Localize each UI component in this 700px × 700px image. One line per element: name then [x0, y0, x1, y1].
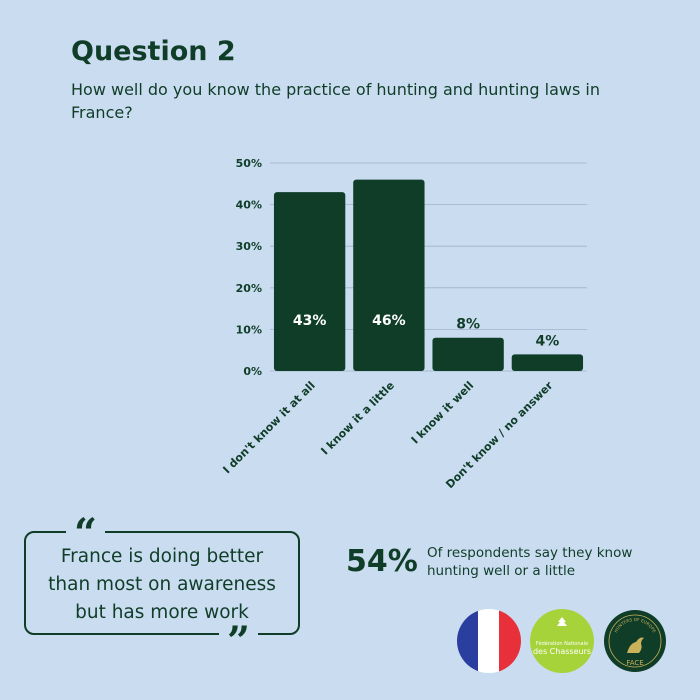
- bar-value-label: 4%: [535, 333, 559, 349]
- quote-text: France is doing better than most on awar…: [32, 543, 292, 627]
- quote-line: France is doing better: [60, 546, 264, 567]
- flag-stripe-blue: [457, 609, 479, 673]
- y-tick-label: 10%: [236, 323, 262, 336]
- x-category-label: I know it well: [409, 379, 477, 447]
- bar: [432, 337, 504, 371]
- y-tick-label: 40%: [236, 199, 262, 212]
- quote-box: “ France is doing better than most on aw…: [24, 514, 300, 662]
- quote-line: than most on awareness: [48, 574, 276, 595]
- quote-line: but has more work: [75, 602, 249, 623]
- fnc-logo: Fédération Nationale des Chasseurs: [530, 609, 594, 673]
- y-tick-label: 30%: [236, 240, 262, 253]
- bar: [273, 192, 346, 371]
- bar: [511, 354, 584, 371]
- y-tick-label: 50%: [236, 157, 262, 170]
- face-logo: HUNTERS OF EUROPE FACE: [604, 610, 666, 672]
- bar-value-label: 46%: [372, 313, 406, 329]
- france-flag-icon: [457, 609, 521, 673]
- face-logo-ring: [608, 614, 662, 668]
- bar-chart: 0% 10% 20% 30% 40% 50% 43% I don't know it at a…: [220, 157, 587, 491]
- y-tick-label: 0%: [243, 365, 262, 378]
- x-category-label: I know it a little: [318, 379, 397, 458]
- close-quote-icon: ”: [218, 622, 258, 662]
- face-logo-circle: [604, 610, 666, 672]
- fnc-label-line-1: Fédération Nationale: [536, 640, 588, 647]
- bar: [353, 179, 425, 371]
- x-category-label: I don't know it at all: [220, 379, 317, 476]
- fnc-tree-icon: [557, 617, 567, 626]
- flag-stripe-red: [499, 609, 521, 673]
- face-deer-icon: [627, 637, 644, 653]
- bar-value-label: 43%: [293, 313, 327, 329]
- fnc-logo-circle: [530, 609, 594, 673]
- page-subtitle: How well do you know the practice of hun…: [71, 80, 600, 122]
- fnc-label-line-2: des Chasseurs: [533, 647, 591, 656]
- bar-value-label: 8%: [456, 317, 480, 333]
- stat-description: Of respondents say they know hunting wel…: [427, 545, 633, 579]
- page-title: Question 2: [71, 36, 236, 67]
- flag-stripe-white: [478, 609, 500, 673]
- stat-value: 54%: [346, 544, 418, 579]
- open-quote-icon: “: [66, 514, 106, 554]
- face-label: FACE: [626, 659, 643, 667]
- y-tick-label: 20%: [236, 282, 262, 295]
